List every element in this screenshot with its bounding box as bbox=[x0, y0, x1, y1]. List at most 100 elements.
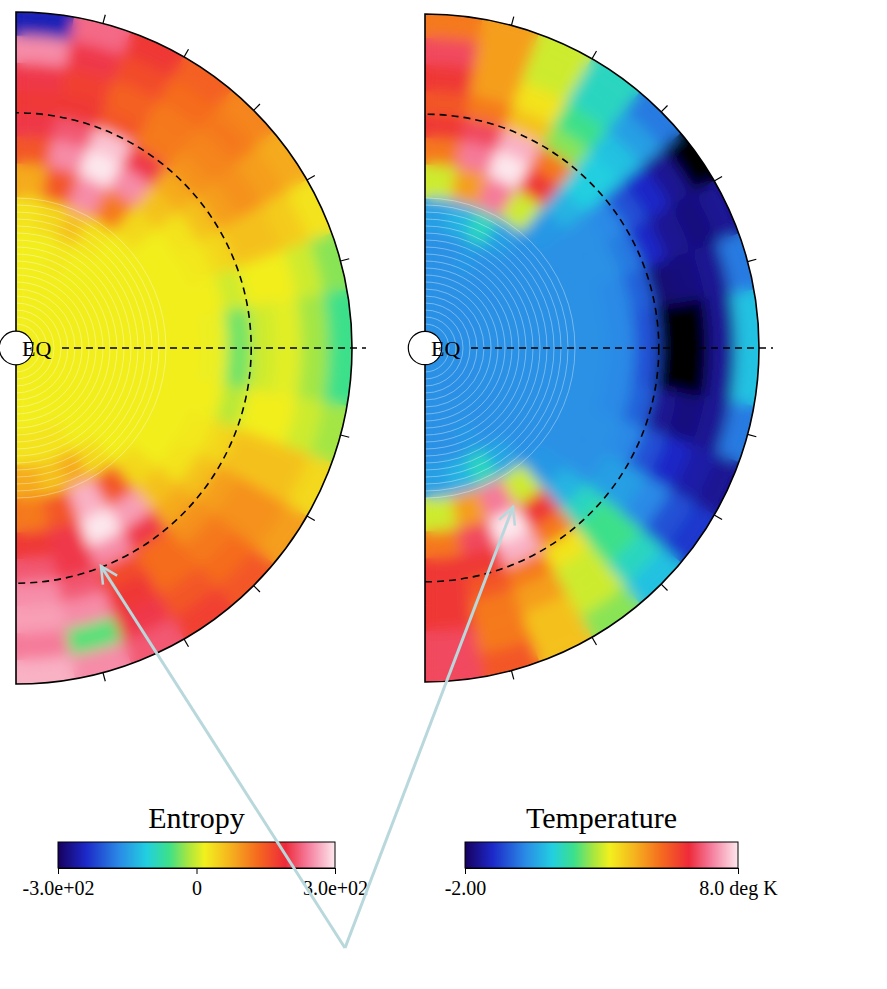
contour-line bbox=[0, 268, 96, 428]
cell bbox=[123, 32, 184, 77]
cell bbox=[16, 497, 48, 533]
cell bbox=[678, 299, 709, 348]
pointer-arrow bbox=[345, 507, 513, 948]
cell bbox=[425, 138, 462, 168]
cell bbox=[16, 113, 57, 140]
figure: EQEntropy-3.0e+0203.0e+02EQTemperature-2… bbox=[0, 0, 887, 989]
rim-tick bbox=[341, 259, 350, 261]
cell bbox=[198, 311, 228, 348]
contour-line bbox=[0, 282, 82, 414]
cell bbox=[606, 311, 636, 348]
panel: EQ bbox=[191, 14, 773, 682]
cell bbox=[198, 311, 228, 348]
rim-tick bbox=[592, 637, 597, 645]
rim-tick bbox=[103, 15, 105, 24]
cell bbox=[165, 316, 201, 348]
equator-line bbox=[471, 347, 773, 348]
equator-label: EQ bbox=[22, 336, 51, 361]
cell bbox=[165, 316, 201, 348]
rim-tick bbox=[714, 177, 722, 182]
rim-tick bbox=[748, 259, 757, 261]
cell bbox=[474, 334, 508, 349]
cell bbox=[16, 530, 53, 560]
cell bbox=[16, 62, 66, 93]
cell bbox=[224, 348, 251, 389]
colorbar-tick-label: 0 bbox=[192, 877, 202, 899]
rim-tick bbox=[511, 671, 513, 680]
colorbar-tick-mark bbox=[738, 868, 739, 874]
cell bbox=[678, 348, 709, 397]
cell bbox=[678, 299, 709, 348]
cell bbox=[16, 497, 48, 533]
colorbar-ramp bbox=[58, 842, 335, 868]
cell bbox=[573, 316, 609, 348]
colorbar-title: Entropy bbox=[148, 801, 245, 834]
contour-line bbox=[0, 310, 54, 386]
cell bbox=[16, 556, 57, 583]
cell bbox=[678, 348, 709, 397]
cell bbox=[224, 348, 251, 389]
cell bbox=[425, 64, 474, 95]
contours bbox=[0, 198, 166, 498]
cell bbox=[425, 138, 462, 168]
cell bbox=[573, 316, 609, 348]
rim-tick bbox=[661, 105, 667, 111]
contour-line bbox=[0, 296, 68, 400]
colorbar-tick-label: -2.00 bbox=[445, 877, 487, 899]
panel: EQ bbox=[0, 12, 366, 684]
cell bbox=[705, 348, 736, 402]
cell bbox=[217, 549, 274, 606]
cell bbox=[625, 548, 681, 604]
cell bbox=[16, 603, 66, 634]
colorbar-tick-label: 8.0 deg K bbox=[699, 877, 778, 900]
colorbar-tick: 3.0e+02 bbox=[303, 868, 368, 899]
cell bbox=[287, 455, 332, 516]
cell bbox=[425, 628, 479, 659]
cell bbox=[16, 89, 61, 116]
cell bbox=[705, 348, 736, 402]
cell bbox=[16, 36, 70, 67]
cell bbox=[606, 348, 636, 385]
cell bbox=[425, 37, 479, 68]
cell bbox=[198, 348, 228, 385]
rim-tick bbox=[184, 49, 189, 57]
cell bbox=[632, 348, 659, 389]
cell bbox=[425, 555, 466, 582]
cell bbox=[425, 529, 462, 559]
colorbar: Temperature-2.008.0 deg K bbox=[445, 801, 779, 900]
cell bbox=[425, 64, 474, 95]
colorbar-tick: -2.00 bbox=[445, 868, 487, 899]
cell bbox=[625, 92, 681, 148]
cell bbox=[16, 136, 53, 166]
rim-tick bbox=[661, 584, 667, 590]
rim-tick bbox=[103, 673, 105, 682]
cell bbox=[16, 530, 53, 560]
contour-line bbox=[0, 303, 61, 393]
rim-tick bbox=[511, 17, 513, 26]
cell bbox=[16, 113, 57, 140]
colorbar-tick-mark bbox=[465, 868, 466, 874]
cell bbox=[705, 294, 736, 348]
colorbar: Entropy-3.0e+0203.0e+02 bbox=[23, 801, 368, 899]
cell bbox=[297, 348, 328, 402]
cell bbox=[694, 454, 739, 515]
rim-tick bbox=[254, 104, 260, 110]
cell bbox=[224, 307, 251, 348]
cell bbox=[16, 89, 61, 116]
cell bbox=[606, 311, 636, 348]
cell bbox=[425, 397, 440, 431]
cell bbox=[655, 303, 682, 348]
cell bbox=[606, 348, 636, 385]
cell bbox=[531, 34, 592, 79]
rim-tick bbox=[592, 51, 597, 59]
colorbar-ramp bbox=[465, 842, 738, 868]
cell bbox=[217, 91, 274, 148]
rim-tick bbox=[254, 586, 260, 592]
pointer-arrow bbox=[101, 566, 345, 948]
cell bbox=[16, 36, 70, 67]
cell bbox=[425, 496, 457, 532]
colorbar-axis-line bbox=[466, 868, 739, 869]
cell bbox=[271, 348, 302, 398]
cell bbox=[224, 307, 251, 348]
cell bbox=[425, 37, 479, 68]
